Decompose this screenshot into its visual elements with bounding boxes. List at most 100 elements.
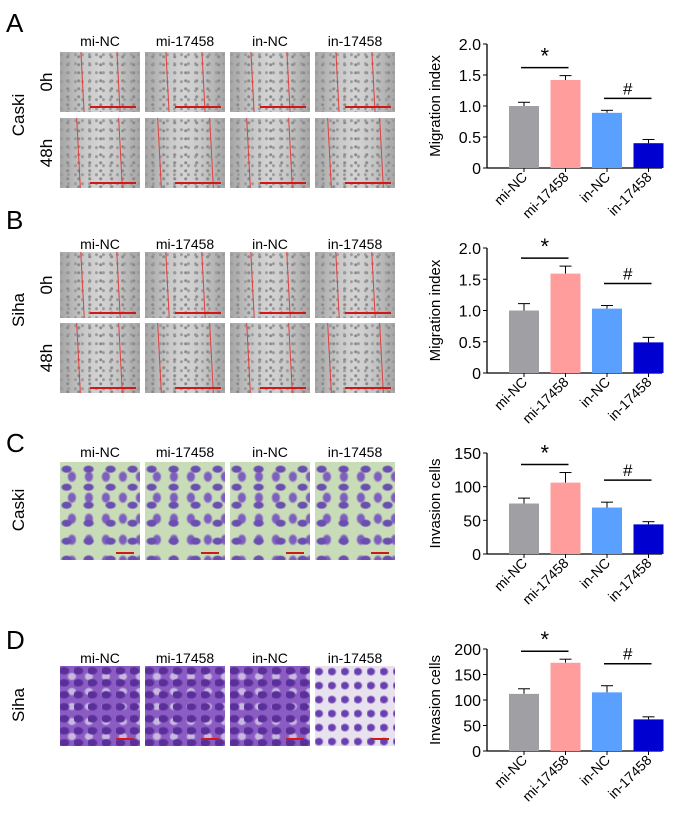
significance-marker: # bbox=[623, 265, 633, 284]
y-tick-label: 100 bbox=[454, 693, 481, 710]
bar-mi-NC bbox=[509, 310, 539, 373]
column-header: mi-17458 bbox=[155, 236, 215, 252]
significance-marker: * bbox=[540, 441, 549, 466]
micrograph bbox=[230, 118, 310, 188]
column-header: mi-NC bbox=[80, 33, 120, 49]
bar-in-NC bbox=[592, 692, 622, 751]
column-header: in-17458 bbox=[327, 444, 383, 460]
scale-bar bbox=[175, 312, 221, 314]
scale-bar bbox=[90, 106, 136, 108]
y-tick-label: 2.0 bbox=[459, 37, 481, 54]
column-header: in-17458 bbox=[327, 650, 383, 666]
micrograph bbox=[315, 118, 395, 188]
significance-marker: * bbox=[540, 234, 549, 259]
micrograph bbox=[145, 52, 225, 112]
column-header: in-17458 bbox=[327, 33, 383, 49]
micrograph bbox=[315, 666, 395, 746]
micrograph bbox=[230, 462, 310, 560]
bar-mi-17458 bbox=[550, 482, 581, 554]
column-header: mi-NC bbox=[80, 236, 120, 252]
micrograph bbox=[60, 323, 140, 393]
scale-bar bbox=[345, 312, 391, 314]
scale-bar bbox=[260, 182, 306, 184]
scale-bar bbox=[116, 552, 134, 554]
y-tick-label: 0 bbox=[472, 161, 481, 178]
y-tick-label: 100 bbox=[454, 480, 481, 497]
bar-mi-17458 bbox=[550, 79, 581, 168]
micrograph bbox=[145, 666, 225, 746]
column-header: mi-NC bbox=[80, 650, 120, 666]
micrograph bbox=[230, 666, 310, 746]
y-tick-label: 1.5 bbox=[459, 272, 481, 289]
micrograph bbox=[145, 252, 225, 318]
y-axis-label: Migration index bbox=[427, 259, 444, 361]
scale-bar bbox=[260, 312, 306, 314]
bar-mi-NC bbox=[509, 693, 539, 751]
panel-letter: B bbox=[6, 205, 24, 235]
y-tick-label: 50 bbox=[463, 513, 481, 530]
scale-bar bbox=[116, 738, 134, 740]
y-tick-label: 150 bbox=[454, 668, 481, 685]
bar-mi-NC bbox=[509, 106, 539, 168]
y-axis-label: Invasion cells bbox=[427, 655, 444, 745]
micrograph bbox=[145, 118, 225, 188]
bar-mi-17458 bbox=[550, 662, 581, 751]
column-header: mi-17458 bbox=[155, 444, 215, 460]
scale-bar bbox=[260, 106, 306, 108]
column-header: in-NC bbox=[252, 650, 288, 666]
significance-marker: # bbox=[623, 645, 633, 664]
scale-bar bbox=[90, 182, 136, 184]
x-tick-label: in-NC bbox=[577, 752, 614, 789]
bar-in-17458 bbox=[633, 719, 664, 751]
micrograph bbox=[315, 252, 395, 318]
scale-bar bbox=[286, 738, 304, 740]
column-header: in-17458 bbox=[327, 236, 383, 252]
scale-bar bbox=[175, 182, 221, 184]
scale-bar bbox=[345, 182, 391, 184]
micrograph bbox=[230, 252, 310, 318]
x-tick-label: mi-17458 bbox=[519, 752, 572, 805]
y-tick-label: 1.0 bbox=[459, 99, 481, 116]
micrograph bbox=[60, 666, 140, 746]
panel-letter: D bbox=[6, 625, 25, 655]
y-axis-label: Invasion cells bbox=[427, 458, 444, 548]
micrograph bbox=[315, 323, 395, 393]
panel-letter: C bbox=[6, 428, 25, 458]
y-tick-label: 1.0 bbox=[459, 304, 481, 321]
bar-in-NC bbox=[592, 308, 622, 373]
micrograph bbox=[60, 462, 140, 560]
y-tick-label: 0.5 bbox=[459, 130, 481, 147]
bar-in-NC bbox=[592, 507, 622, 554]
column-header: mi-17458 bbox=[155, 650, 215, 666]
micrograph bbox=[60, 118, 140, 188]
scale-bar bbox=[175, 106, 221, 108]
micrograph bbox=[315, 462, 395, 560]
bar-in-17458 bbox=[633, 342, 664, 373]
y-tick-label: 2.0 bbox=[459, 241, 481, 258]
y-tick-label: 0 bbox=[472, 547, 481, 564]
bar-in-17458 bbox=[633, 524, 664, 554]
y-tick-label: 50 bbox=[463, 719, 481, 736]
scale-bar bbox=[201, 738, 219, 740]
micrograph bbox=[315, 52, 395, 112]
y-tick-label: 0.5 bbox=[459, 335, 481, 352]
scale-bar bbox=[90, 312, 136, 314]
bar-in-NC bbox=[592, 112, 622, 168]
significance-marker: * bbox=[540, 627, 549, 652]
scale-bar bbox=[260, 387, 306, 389]
y-tick-label: 1.5 bbox=[459, 68, 481, 85]
scale-bar bbox=[345, 387, 391, 389]
bar-mi-17458 bbox=[550, 273, 581, 373]
significance-marker: * bbox=[540, 44, 549, 69]
column-header: in-NC bbox=[252, 33, 288, 49]
x-tick-label: in-17458 bbox=[605, 752, 655, 802]
micrograph bbox=[230, 52, 310, 112]
y-tick-label: 200 bbox=[454, 642, 481, 659]
column-header: in-NC bbox=[252, 444, 288, 460]
scale-bar bbox=[371, 738, 389, 740]
